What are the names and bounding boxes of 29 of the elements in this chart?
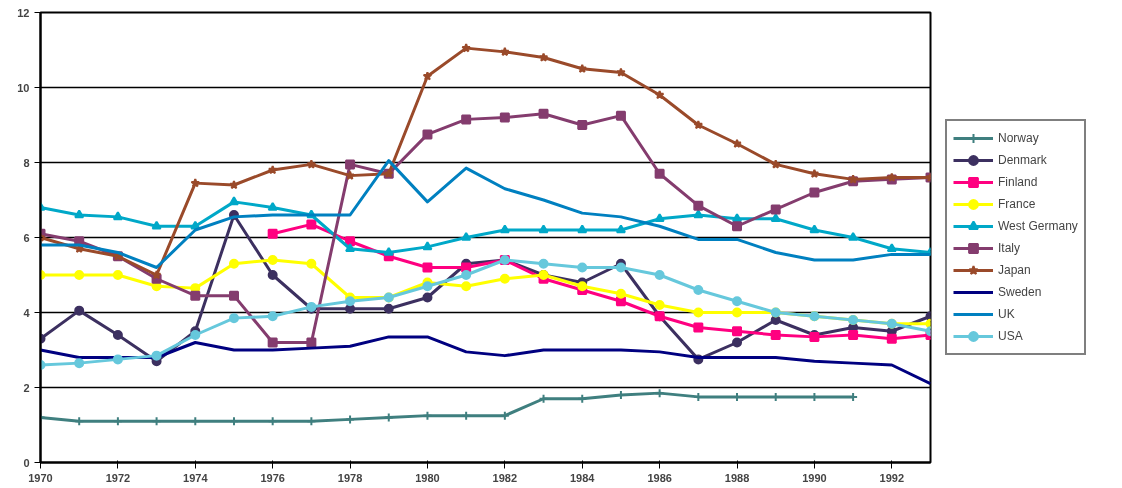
legend-label: Denmark [998, 152, 1047, 169]
y-tick-label: 8 [23, 156, 30, 169]
x-tick-label: 1992 [879, 471, 905, 484]
x-tick-label: 1986 [647, 471, 672, 484]
x-tick-label: 1970 [28, 471, 53, 484]
x-tick-label: 1974 [183, 471, 209, 484]
legend-label: Sweden [998, 284, 1042, 301]
x-tick-label: 1982 [492, 471, 518, 484]
legend-label: Japan [998, 262, 1031, 279]
y-tick-label: 2 [23, 381, 30, 394]
legend-label: West Germany [998, 218, 1078, 235]
y-tick-label: 12 [17, 6, 30, 19]
x-tick-label: 1976 [260, 471, 285, 484]
x-tick-label: 1980 [415, 471, 440, 484]
legend-label: Italy [998, 240, 1021, 257]
y-tick-label: 10 [17, 81, 30, 94]
y-tick-label: 4 [23, 306, 31, 319]
x-tick-label: 1990 [802, 471, 827, 484]
y-tick-label: 0 [23, 456, 30, 469]
x-tick-label: 1972 [105, 471, 131, 484]
y-tick-label: 6 [23, 231, 30, 244]
legend-label: USA [998, 328, 1023, 345]
x-tick-label: 1984 [570, 471, 596, 484]
legend-label: France [998, 196, 1036, 213]
x-tick-label: 1988 [724, 471, 750, 484]
legend-label: Finland [998, 174, 1038, 191]
legend-label: Norway [998, 130, 1039, 147]
legend-label: UK [998, 306, 1016, 323]
x-tick-label: 1978 [337, 471, 363, 484]
